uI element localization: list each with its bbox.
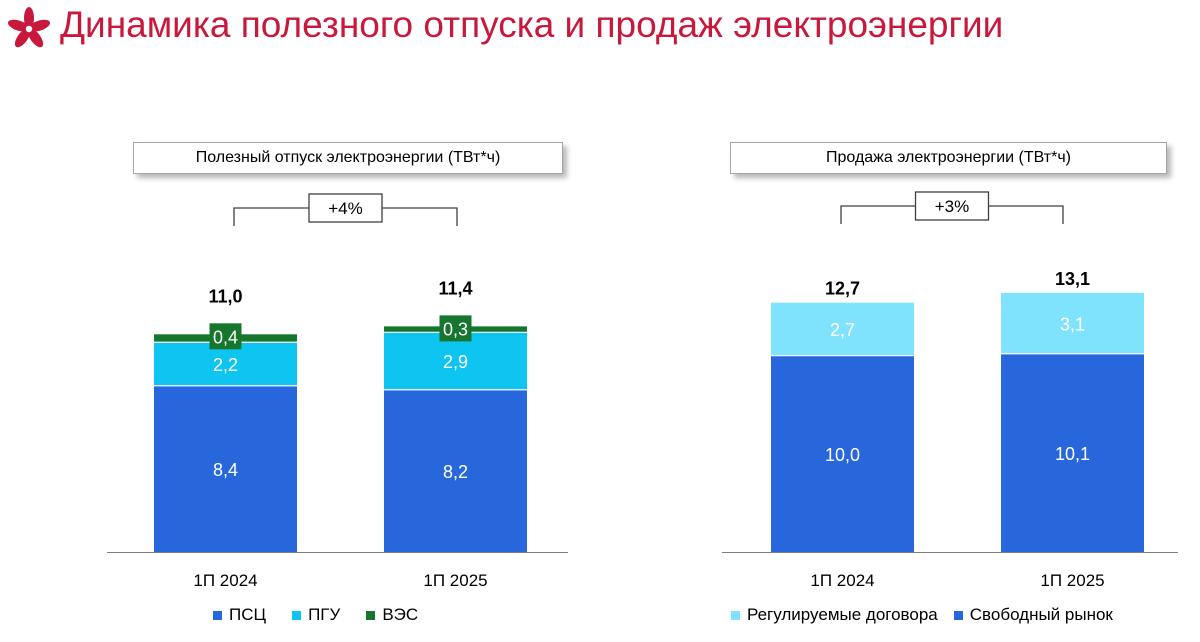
data-label: 10,0 xyxy=(825,445,860,465)
legend-label: Регулируемые договора xyxy=(747,605,938,624)
bar-segment xyxy=(771,355,914,552)
legend-item: Регулируемые договора xyxy=(731,605,938,625)
legend-label: ПГУ xyxy=(308,605,341,624)
change-box xyxy=(914,191,990,221)
change-label: +3% xyxy=(935,197,970,216)
data-label: 8,4 xyxy=(213,460,238,480)
data-label: 2,7 xyxy=(830,320,855,340)
change-box xyxy=(308,193,383,223)
total-label: 11,0 xyxy=(208,286,242,306)
category-label: 1П 2025 xyxy=(423,571,487,590)
chart-title: Продажа электроэнергии (ТВт*ч) xyxy=(730,142,1167,174)
legend-swatch xyxy=(292,610,302,620)
bar-segment xyxy=(384,332,527,390)
total-label: 11,4 xyxy=(438,278,472,298)
data-label: 3,1 xyxy=(1060,314,1085,334)
total-label: 12,7 xyxy=(825,279,860,299)
legend-label: ПСЦ xyxy=(229,605,267,624)
legend-item: Свободный рынок xyxy=(953,605,1113,625)
company-logo xyxy=(7,7,51,48)
bar-segment xyxy=(154,342,297,386)
legend-item: ПСЦ xyxy=(213,605,266,625)
legend-swatch xyxy=(731,610,740,620)
bar-segment xyxy=(1001,353,1144,552)
data-label: 0,4 xyxy=(213,327,238,347)
bar-segment xyxy=(154,385,297,552)
data-label: 10,1 xyxy=(1055,444,1090,464)
category-label: 1П 2024 xyxy=(810,571,874,590)
legend-swatch xyxy=(213,610,222,620)
chart-title: Полезный отпуск электроэнергии (ТВт*ч) xyxy=(133,142,563,174)
category-label: 1П 2025 xyxy=(1040,571,1104,590)
category-label: 1П 2024 xyxy=(193,571,257,590)
legend: ПСЦ ПГУ ВЭС xyxy=(213,605,418,625)
bar-segment xyxy=(384,389,527,552)
legend-item: ВЭС xyxy=(366,605,418,625)
legend: Регулируемые договора Свободный рынок xyxy=(731,605,1113,625)
legend-item: ПГУ xyxy=(292,605,340,625)
data-label: 2,2 xyxy=(213,355,238,375)
bar-segment xyxy=(1001,292,1144,354)
legend-label: Свободный рынок xyxy=(969,605,1113,624)
legend-label: ВЭС xyxy=(382,605,419,624)
total-label: 13,1 xyxy=(1055,269,1090,289)
data-label: 2,9 xyxy=(443,352,468,372)
data-label: 0,3 xyxy=(443,319,468,339)
legend-swatch xyxy=(953,610,963,620)
change-label: +4% xyxy=(328,199,363,218)
data-label-box xyxy=(209,323,242,350)
bar-segment xyxy=(771,302,914,356)
data-label: 8,2 xyxy=(443,462,468,482)
data-label-box xyxy=(439,315,472,342)
legend-swatch xyxy=(366,610,376,620)
page-title: Динамика полезного отпуска и продаж элек… xyxy=(60,4,1004,45)
